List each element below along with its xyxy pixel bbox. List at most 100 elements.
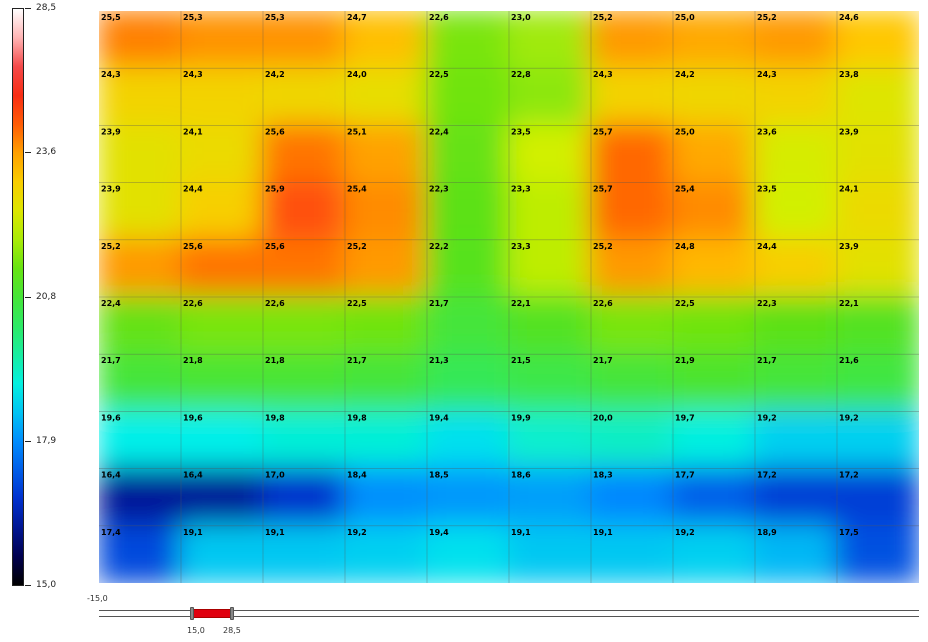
cell-value-label: 25,2 [101, 242, 121, 251]
cell-value-label: 23,0 [511, 13, 531, 22]
scale-tick [25, 8, 31, 9]
heatmap-cell [835, 11, 919, 71]
range-slider[interactable]: -15,0 15,0 28,5 [87, 594, 919, 636]
heatmap-cell [835, 295, 919, 357]
heatmap-cell [179, 352, 265, 414]
heatmap-cell [507, 11, 593, 71]
heatmap-cell [179, 237, 265, 299]
cell-value-label: 23,8 [839, 70, 859, 79]
heatmap-cell [343, 409, 429, 471]
cell-value-label: 19,2 [757, 413, 777, 422]
slider-low-label: 15,0 [187, 626, 205, 635]
cell-value-label: 22,3 [757, 299, 777, 308]
cell-value-label: 23,5 [757, 185, 777, 194]
cell-value-label: 25,4 [347, 185, 367, 194]
cell-value-label: 21,3 [429, 356, 449, 365]
heatmap-cell [425, 180, 511, 242]
heatmap-cell [343, 295, 429, 357]
cell-value-label: 24,3 [183, 70, 203, 79]
heatmap-cell [179, 123, 265, 185]
cell-value-label: 24,1 [183, 127, 203, 136]
slider-track-top [99, 610, 919, 611]
cell-value-label: 22,5 [347, 299, 367, 308]
color-scale-bar [12, 8, 24, 586]
cell-value-label: 25,4 [675, 185, 695, 194]
cell-value-label: 17,0 [265, 471, 285, 480]
cell-value-label: 19,1 [593, 528, 613, 537]
heatmap-cell [179, 466, 265, 528]
cell-value-label: 24,2 [675, 70, 695, 79]
slider-high-label: 28,5 [223, 626, 241, 635]
cell-value-label: 23,9 [839, 127, 859, 136]
heatmap-cell [425, 11, 511, 71]
heatmap-cell [425, 123, 511, 185]
cell-value-label: 18,6 [511, 471, 531, 480]
cell-value-label: 21,7 [593, 356, 613, 365]
cell-value-label: 25,5 [101, 13, 121, 22]
cell-value-label: 19,9 [511, 413, 531, 422]
cell-value-label: 20,0 [593, 413, 613, 422]
heatmap-cell [507, 466, 593, 528]
heatmap-cell [425, 523, 511, 583]
cell-value-label: 24,2 [265, 70, 285, 79]
cell-value-label: 21,5 [511, 356, 531, 365]
cell-value-label: 22,8 [511, 70, 531, 79]
heatmap-cell [99, 123, 183, 185]
cell-value-label: 22,4 [101, 299, 121, 308]
heatmap-cell [589, 123, 675, 185]
slider-range-thumb[interactable] [193, 609, 233, 618]
cell-value-label: 25,0 [675, 13, 695, 22]
heatmap-cell [99, 523, 183, 583]
heatmap-cell [753, 66, 839, 128]
heatmap-cell [589, 11, 675, 71]
heatmap-cell [507, 295, 593, 357]
cell-value-label: 23,6 [757, 127, 777, 136]
heatmap-cell [753, 123, 839, 185]
cell-value-label: 19,2 [675, 528, 695, 537]
heatmap-cell [671, 466, 757, 528]
cell-value-label: 17,4 [101, 528, 121, 537]
cell-value-label: 24,3 [757, 70, 777, 79]
heatmap-cell [507, 409, 593, 471]
heatmap-cell [425, 352, 511, 414]
heatmap-cell [671, 237, 757, 299]
cell-value-label: 18,5 [429, 471, 449, 480]
slider-low-handle[interactable] [190, 607, 194, 620]
heatmap-cell [589, 237, 675, 299]
cell-value-label: 17,5 [839, 528, 859, 537]
cell-value-label: 23,3 [511, 185, 531, 194]
heatmap-cell [261, 523, 347, 583]
cell-value-label: 21,6 [839, 356, 859, 365]
heatmap-cell [589, 352, 675, 414]
cell-value-label: 21,8 [183, 356, 203, 365]
cell-value-label: 21,8 [265, 356, 285, 365]
cell-value-label: 25,3 [183, 13, 203, 22]
heatmap-cell [753, 180, 839, 242]
heatmap-cell [261, 11, 347, 71]
cell-value-label: 22,2 [429, 242, 449, 251]
cell-value-label: 19,6 [101, 413, 121, 422]
cell-value-label: 24,7 [347, 13, 367, 22]
slider-high-handle[interactable] [230, 607, 234, 620]
heatmap-cell [99, 466, 183, 528]
cell-value-label: 19,8 [347, 413, 367, 422]
cell-value-label: 23,9 [839, 242, 859, 251]
scale-label: 20,8 [36, 292, 57, 302]
cell-value-label: 17,2 [839, 471, 859, 480]
cell-value-label: 22,6 [593, 299, 613, 308]
cell-value-label: 24,0 [347, 70, 367, 79]
heatmap-cell [835, 123, 919, 185]
scale-tick [25, 585, 31, 586]
heatmap-cell [343, 123, 429, 185]
cell-value-label: 25,3 [265, 13, 285, 22]
heatmap-cell [507, 523, 593, 583]
cell-value-label: 22,5 [675, 299, 695, 308]
heatmap-cell [589, 466, 675, 528]
heatmap-cell [835, 180, 919, 242]
scale-label-max: 28,5 [36, 3, 57, 13]
heatmap-cell [261, 352, 347, 414]
cell-value-label: 25,6 [265, 242, 285, 251]
cell-value-label: 19,4 [429, 528, 449, 537]
heatmap-cell [99, 11, 183, 71]
cell-value-label: 19,2 [839, 413, 859, 422]
